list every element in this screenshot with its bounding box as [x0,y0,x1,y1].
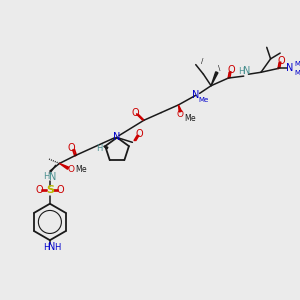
Text: H: H [97,144,103,153]
Polygon shape [103,146,108,149]
Text: M: M [199,97,205,103]
Text: N: N [243,66,250,76]
Text: H: H [54,243,61,252]
Text: e: e [299,70,300,76]
Text: N: N [48,242,56,252]
Text: S: S [46,185,54,195]
Text: O: O [68,165,74,174]
Text: O: O [177,110,184,119]
Text: e: e [299,61,300,67]
Text: O: O [277,56,285,66]
Text: N: N [192,90,200,100]
Text: H: H [43,243,49,252]
Text: H: H [238,67,244,76]
Text: \: \ [218,65,220,71]
Text: M: M [75,165,82,174]
Text: N: N [49,172,56,182]
Text: H: H [43,172,49,182]
Text: O: O [67,143,75,153]
Text: e: e [203,97,208,103]
Polygon shape [178,105,182,112]
Text: M: M [185,114,191,123]
Text: e: e [81,165,86,174]
Text: O: O [57,185,64,195]
Text: O: O [227,65,235,75]
Text: N: N [286,63,293,74]
Text: O: O [131,108,139,118]
Text: M: M [294,70,300,76]
Text: O: O [35,185,43,195]
Polygon shape [211,72,218,86]
Text: e: e [190,114,195,123]
Text: /: / [201,58,204,64]
Text: N: N [113,132,121,142]
Polygon shape [59,164,69,169]
Text: O: O [135,129,143,139]
Text: M: M [294,61,300,67]
